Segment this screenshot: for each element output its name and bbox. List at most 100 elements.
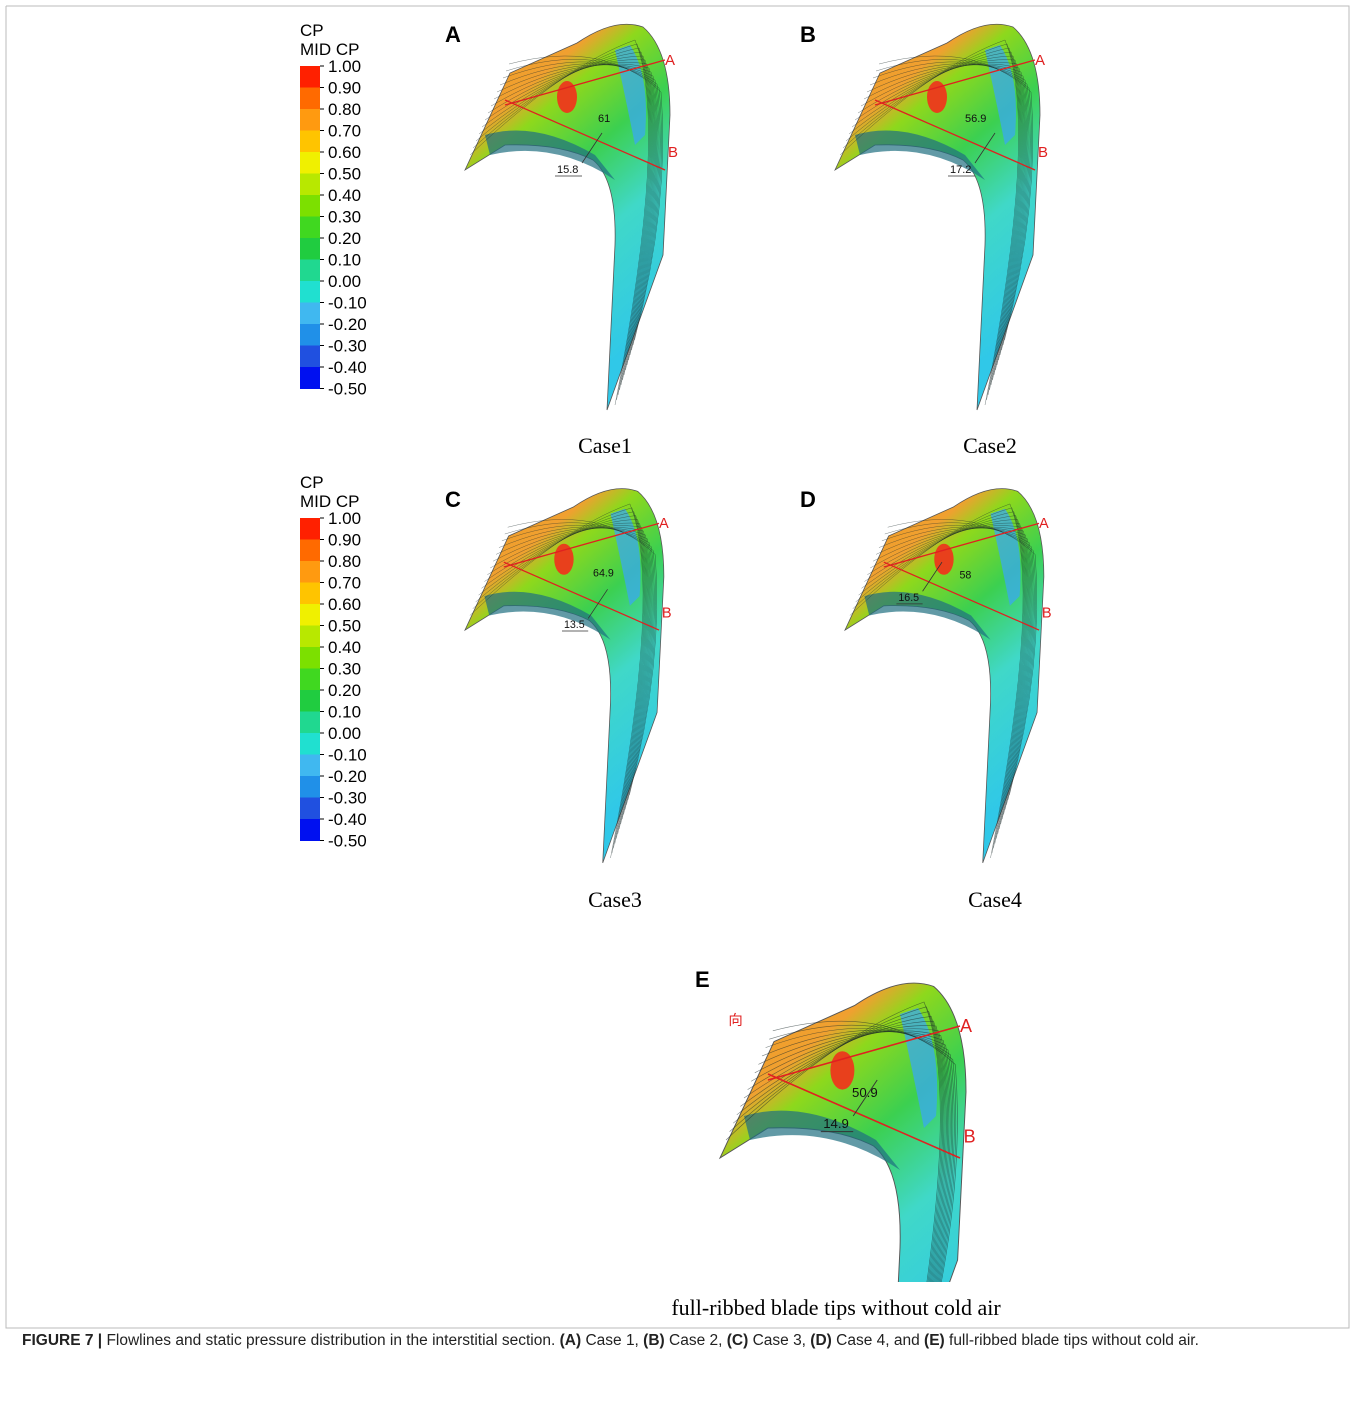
legend-band (300, 582, 320, 605)
streamline (769, 1024, 957, 1282)
section-label: B (1042, 605, 1052, 621)
vortex-core (864, 591, 991, 640)
panel-caption: Case1 (578, 433, 632, 458)
streamline (866, 64, 1029, 361)
streamline (733, 1011, 943, 1282)
legend-band (300, 109, 320, 131)
legend-band (300, 539, 320, 562)
legend-label: -0.30 (328, 337, 367, 356)
panel-letter: B (800, 22, 816, 47)
legend-label: 0.30 (328, 660, 361, 679)
legend-band (300, 216, 320, 239)
streamline (499, 63, 660, 356)
angle-leader (852, 1079, 878, 1117)
legend-label: 0.00 (328, 272, 361, 291)
streamline (481, 519, 648, 839)
streamline (863, 64, 1028, 366)
legend-band (300, 302, 320, 325)
streamline (501, 524, 655, 805)
streamline (478, 515, 647, 844)
angle-label: 50.9 (852, 1085, 878, 1100)
legend-band (300, 281, 320, 303)
legend-band (300, 647, 320, 669)
legend-band (300, 690, 320, 712)
streamline (487, 62, 655, 376)
streamline (507, 519, 658, 796)
legend-band (300, 604, 320, 626)
figure-frame (5, 5, 1350, 1329)
legend-label: 1.00 (328, 509, 361, 528)
streamline (736, 1016, 945, 1282)
legend-subtitle: MID CP (300, 492, 360, 511)
legend-label: 0.60 (328, 143, 361, 162)
streamline (725, 1001, 941, 1282)
angle-label: 61 (598, 113, 610, 125)
caption-text: Case 4, and (831, 1332, 925, 1349)
streamline (839, 39, 1019, 406)
legend-band (300, 819, 320, 841)
angle-label: 16.5 (898, 592, 919, 604)
vortex-core (484, 591, 611, 640)
caption-text: Case 1, (581, 1332, 644, 1349)
panel-letter: A (445, 22, 461, 47)
legend-band (300, 345, 320, 368)
streamline (772, 1020, 958, 1282)
streamline (751, 1030, 950, 1282)
streamline (761, 1030, 954, 1282)
legend-band (300, 173, 320, 196)
legend-label: 0.80 (328, 100, 361, 119)
angle-leader (587, 589, 608, 619)
caption-bold: (B) (643, 1332, 665, 1349)
section-line-b (767, 1073, 961, 1159)
legend-label: 0.30 (328, 208, 361, 227)
panel-image: A B 50.9 14.9 向 (718, 982, 976, 1282)
streamline (469, 503, 644, 859)
section-label: B (1038, 144, 1048, 161)
legend-band (300, 733, 320, 755)
streamline (884, 522, 1036, 800)
streamline (758, 1031, 952, 1282)
streamline (478, 51, 652, 391)
panel-letter: D (800, 487, 816, 512)
legend-band (300, 87, 320, 110)
panel-image: A B 58 16.5 (844, 488, 1052, 863)
streamline (858, 515, 1027, 844)
section-line-b (504, 99, 666, 171)
legend-title: CP (300, 473, 324, 492)
panel-image: A B 64.9 13.5 (464, 488, 672, 863)
streamline (857, 62, 1025, 376)
section-line-a (504, 59, 666, 106)
legend-title: CP (300, 21, 324, 40)
panel-caption: Case2 (963, 433, 1017, 458)
panel-caption: Case3 (588, 887, 642, 912)
angle-label: 13.5 (564, 619, 585, 631)
legend-band (300, 776, 320, 798)
section-label: B (964, 1126, 976, 1146)
angle-label: 15.8 (557, 164, 578, 176)
streamline (754, 1031, 951, 1282)
legend-band (300, 259, 320, 282)
streamline (505, 59, 662, 346)
streamline (493, 64, 658, 366)
streamline (878, 55, 1034, 341)
streamline (490, 526, 651, 825)
section-label: B (668, 144, 678, 161)
streamline (887, 519, 1038, 796)
angle-label: 56.9 (965, 113, 986, 125)
streamline (867, 525, 1030, 829)
streamline (472, 507, 645, 854)
streamline (878, 526, 1034, 810)
caption-bold: (E) (924, 1332, 945, 1349)
legend-label: -0.50 (328, 832, 367, 851)
legend-label: -0.40 (328, 810, 367, 829)
vortex-core (855, 130, 985, 180)
legend-band (300, 711, 320, 734)
streamline (870, 526, 1031, 825)
caption-text: Flowlines and static pressure distributi… (102, 1332, 560, 1349)
streamline (854, 59, 1024, 381)
legend-band (300, 518, 320, 540)
caption-text: Case 2, (664, 1332, 727, 1349)
legend-label: 0.70 (328, 574, 361, 593)
